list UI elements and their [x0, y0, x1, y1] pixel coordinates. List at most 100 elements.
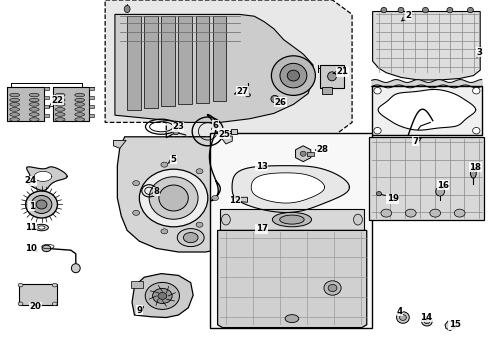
- Ellipse shape: [55, 118, 65, 121]
- Text: 24: 24: [24, 176, 36, 185]
- Text: 19: 19: [386, 194, 398, 203]
- Ellipse shape: [139, 169, 207, 227]
- Ellipse shape: [31, 195, 52, 213]
- Ellipse shape: [211, 195, 218, 201]
- Bar: [210, 133, 371, 328]
- Polygon shape: [295, 146, 310, 162]
- Ellipse shape: [327, 72, 336, 81]
- Bar: [306, 152, 314, 156]
- Bar: [220, 209, 364, 230]
- Text: 26: 26: [274, 98, 286, 107]
- Text: 16: 16: [436, 181, 448, 190]
- Ellipse shape: [38, 226, 45, 229]
- Text: 22: 22: [49, 95, 63, 107]
- Ellipse shape: [453, 209, 464, 217]
- Ellipse shape: [376, 192, 381, 196]
- Ellipse shape: [422, 7, 427, 13]
- Bar: [161, 16, 175, 106]
- Ellipse shape: [158, 292, 166, 300]
- Ellipse shape: [471, 87, 479, 94]
- Ellipse shape: [183, 233, 198, 243]
- Ellipse shape: [10, 113, 20, 116]
- Ellipse shape: [75, 113, 84, 116]
- Text: 17: 17: [255, 224, 267, 233]
- Ellipse shape: [270, 95, 278, 103]
- Ellipse shape: [29, 103, 39, 106]
- Ellipse shape: [132, 210, 139, 215]
- Polygon shape: [217, 230, 366, 328]
- Ellipse shape: [221, 214, 230, 225]
- Ellipse shape: [152, 288, 172, 303]
- Bar: [7, 87, 44, 121]
- Text: 11: 11: [25, 223, 37, 232]
- Text: 14: 14: [420, 313, 431, 322]
- Ellipse shape: [161, 229, 167, 234]
- Polygon shape: [26, 167, 67, 190]
- Ellipse shape: [18, 283, 23, 287]
- Bar: [53, 87, 89, 121]
- Text: 2: 2: [401, 10, 410, 21]
- Bar: [178, 16, 192, 104]
- Ellipse shape: [196, 222, 203, 227]
- Ellipse shape: [145, 282, 179, 309]
- Ellipse shape: [10, 98, 20, 102]
- Text: 21: 21: [332, 68, 347, 77]
- Bar: [44, 96, 49, 99]
- Text: 7: 7: [412, 136, 421, 145]
- Polygon shape: [117, 137, 242, 252]
- Text: 4: 4: [396, 307, 402, 316]
- Ellipse shape: [177, 229, 204, 247]
- Ellipse shape: [469, 167, 475, 178]
- Bar: [44, 105, 49, 108]
- Polygon shape: [444, 321, 456, 330]
- Ellipse shape: [405, 209, 415, 217]
- Ellipse shape: [300, 151, 305, 156]
- Ellipse shape: [271, 56, 315, 95]
- Polygon shape: [232, 166, 349, 212]
- Bar: [212, 16, 226, 101]
- Ellipse shape: [423, 319, 429, 324]
- Ellipse shape: [279, 63, 306, 88]
- Text: 25: 25: [216, 130, 229, 139]
- Ellipse shape: [55, 98, 65, 102]
- Bar: [127, 16, 141, 110]
- Ellipse shape: [287, 70, 299, 81]
- Ellipse shape: [55, 108, 65, 111]
- Ellipse shape: [75, 103, 84, 106]
- Ellipse shape: [29, 98, 39, 102]
- Text: 28: 28: [315, 145, 328, 154]
- Polygon shape: [105, 0, 351, 137]
- Polygon shape: [251, 173, 324, 203]
- Polygon shape: [132, 274, 193, 318]
- Ellipse shape: [159, 185, 188, 211]
- Ellipse shape: [29, 93, 39, 97]
- Ellipse shape: [380, 209, 391, 217]
- Ellipse shape: [36, 200, 47, 209]
- Ellipse shape: [161, 162, 167, 167]
- Ellipse shape: [75, 93, 84, 97]
- Ellipse shape: [279, 215, 304, 224]
- Ellipse shape: [75, 98, 84, 102]
- Text: 1: 1: [29, 202, 35, 211]
- Text: 6: 6: [211, 121, 218, 130]
- Ellipse shape: [75, 108, 84, 111]
- Ellipse shape: [399, 315, 406, 320]
- Ellipse shape: [10, 103, 20, 106]
- Bar: [89, 87, 94, 90]
- Ellipse shape: [52, 283, 57, 287]
- Ellipse shape: [323, 281, 341, 295]
- Ellipse shape: [26, 191, 58, 218]
- Ellipse shape: [29, 118, 39, 121]
- Ellipse shape: [446, 7, 452, 13]
- Polygon shape: [220, 136, 232, 144]
- Ellipse shape: [42, 245, 51, 252]
- Ellipse shape: [18, 302, 23, 306]
- Bar: [144, 16, 158, 108]
- Ellipse shape: [29, 113, 39, 116]
- Bar: [321, 87, 331, 94]
- Polygon shape: [115, 14, 312, 122]
- Ellipse shape: [327, 284, 336, 292]
- Text: 5: 5: [167, 155, 176, 164]
- Ellipse shape: [173, 130, 179, 135]
- Ellipse shape: [353, 214, 362, 225]
